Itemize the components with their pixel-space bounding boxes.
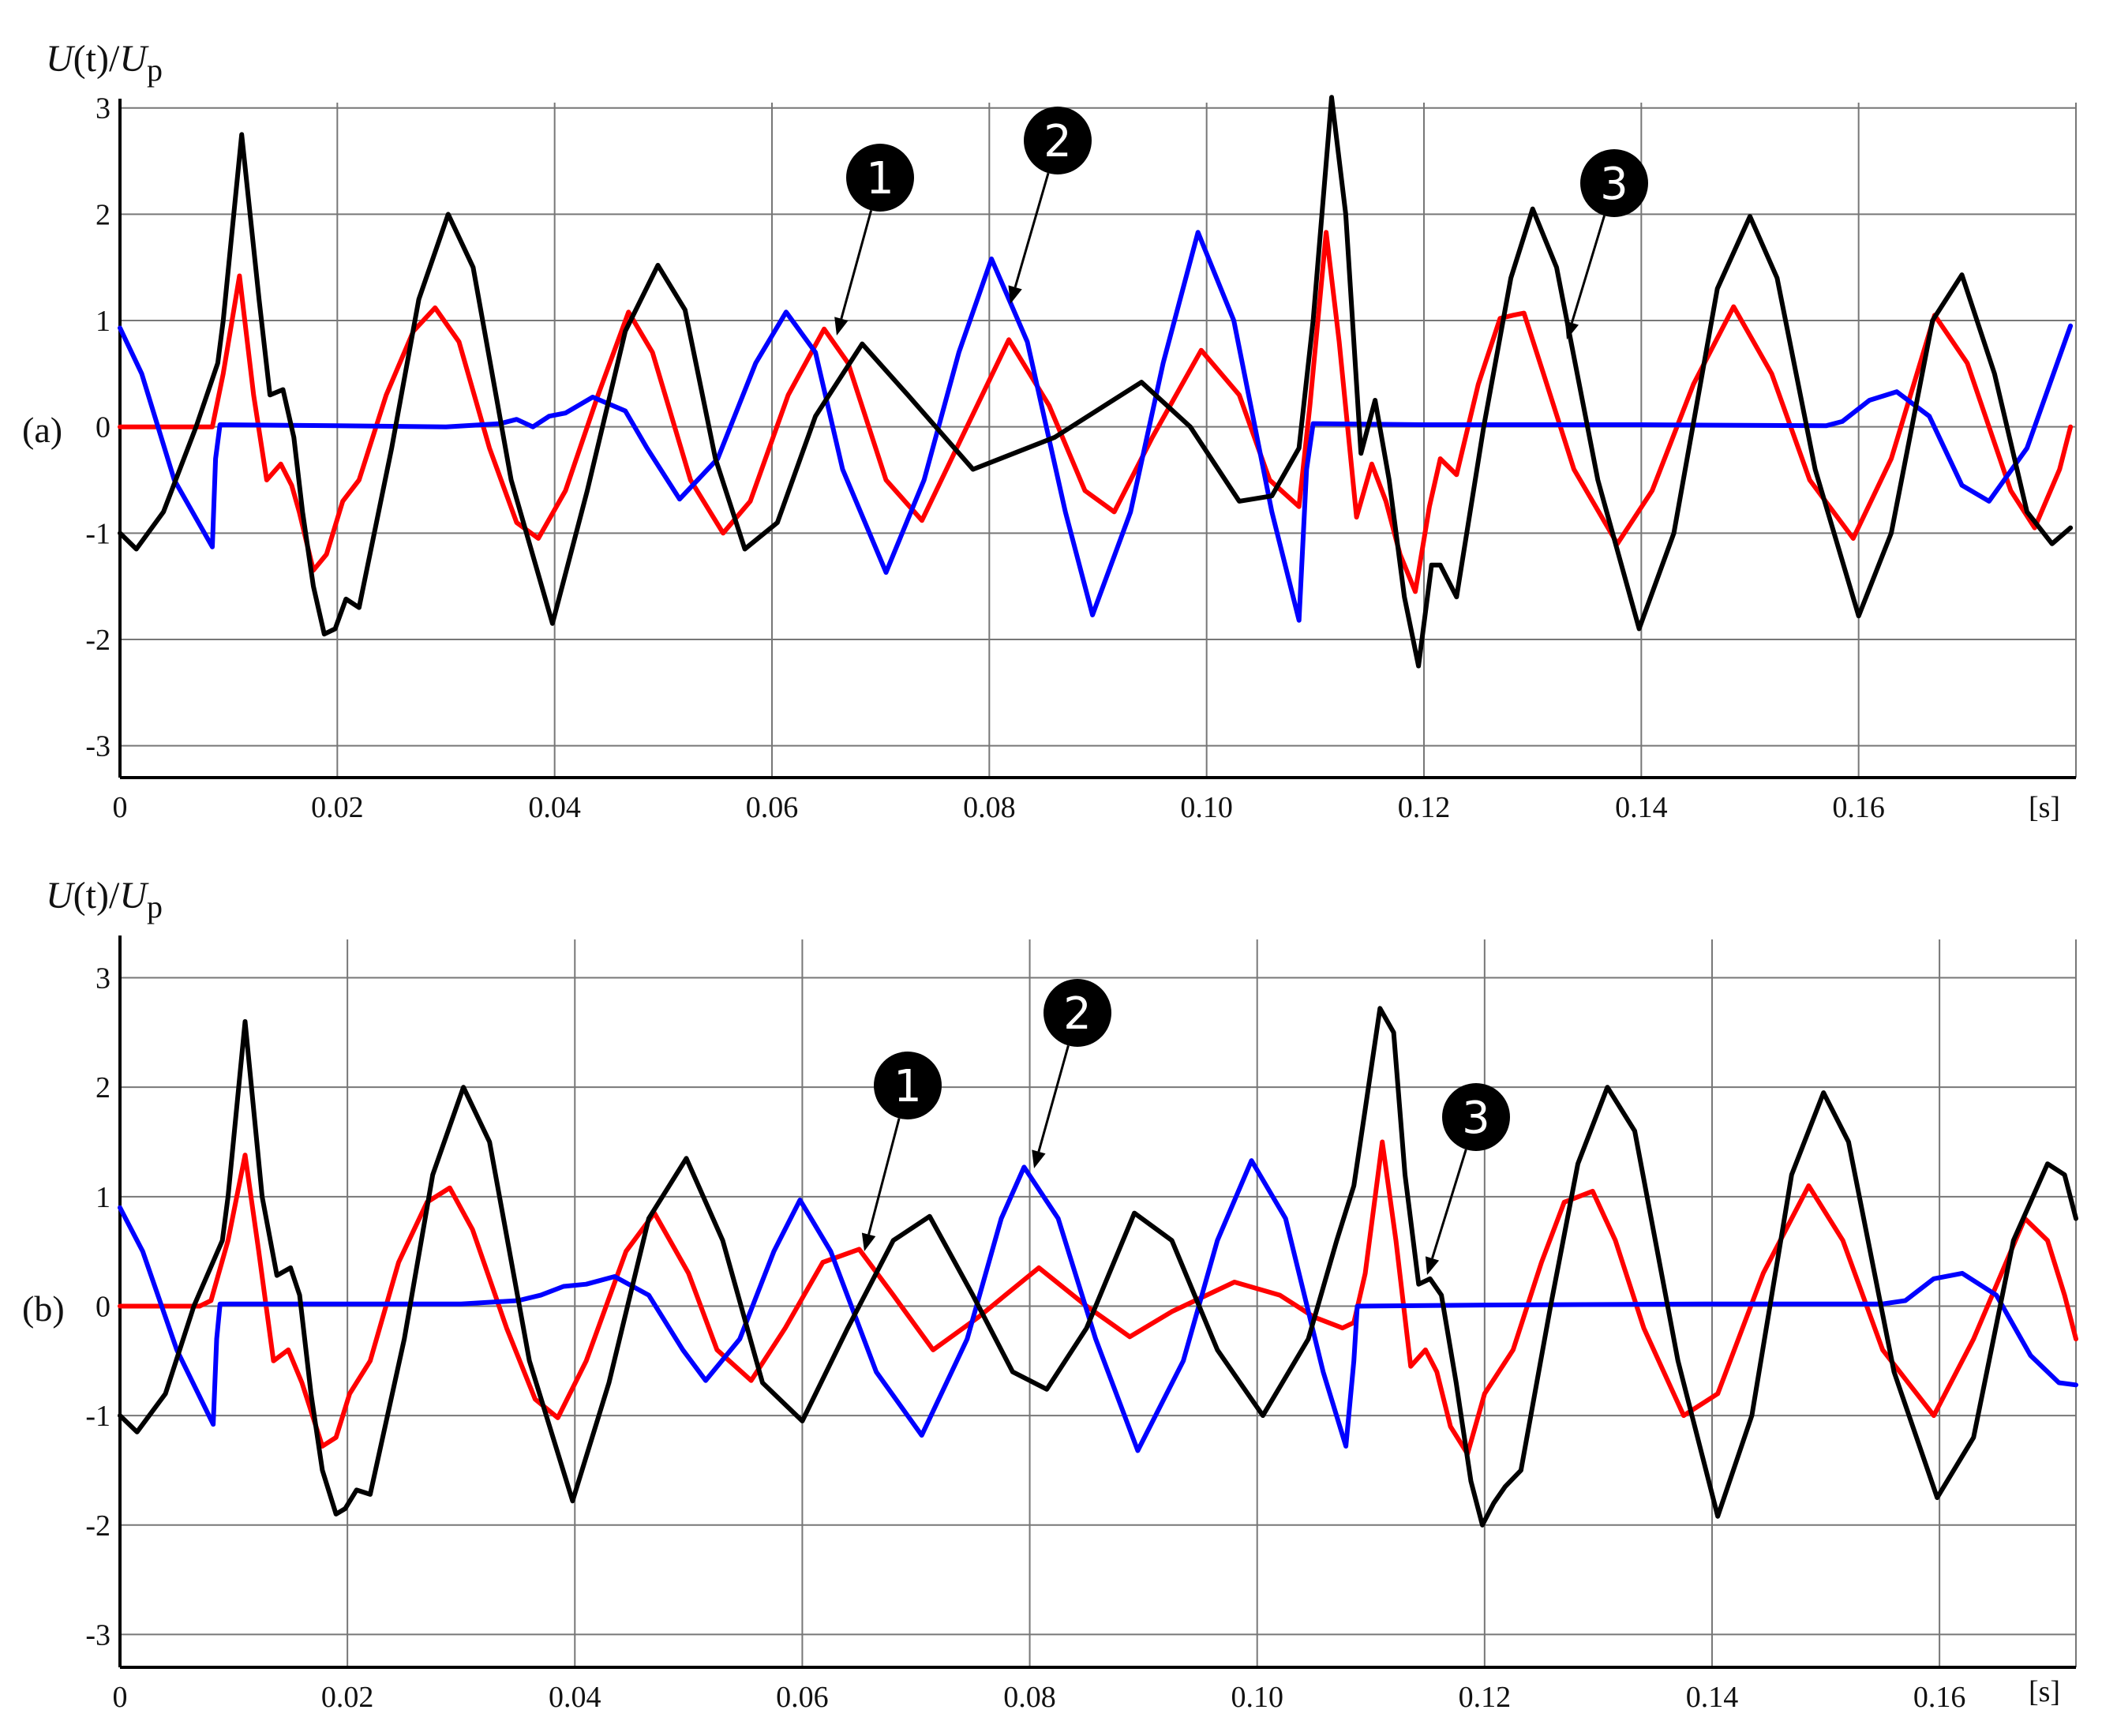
series-line-3: [118, 1006, 2078, 1528]
y-tick-label: 3: [96, 962, 111, 995]
x-tick-label: 0.02: [321, 1681, 374, 1714]
x-tick-label: 0: [113, 1681, 128, 1714]
arrow-head: [1008, 285, 1022, 304]
y-tick-label: 3: [96, 92, 111, 126]
marker-circle: [846, 144, 914, 212]
arrow-head: [861, 1232, 876, 1251]
series-marker-2: 2: [1032, 979, 1111, 1168]
marker-number: 3: [1462, 1093, 1490, 1144]
series-line-2: [118, 230, 2074, 623]
arrow-head: [1032, 1149, 1046, 1168]
arrow-head: [1564, 321, 1579, 339]
series-line-2: [118, 1158, 2078, 1453]
panel-b: 0 0.02 0.04 0.06 0.08 0.10 0.12 0.14 0.16 -3 -2 -1 0…: [22, 875, 2078, 1714]
x-tick-label: 0.10: [1231, 1681, 1283, 1714]
y-tick-label: -1: [85, 517, 111, 550]
marker-number: 2: [1063, 988, 1092, 1040]
x-tick-label: 0.02: [311, 791, 364, 824]
series-marker-1: 1: [834, 144, 914, 336]
x-tick-label: 0.16: [1913, 1681, 1966, 1714]
marker-number: 1: [894, 1061, 922, 1112]
leader-line: [840, 210, 873, 320]
marker-circle: [874, 1052, 942, 1119]
y-tick-label: -2: [85, 1509, 111, 1543]
marker-number: 1: [866, 153, 894, 204]
marker-number: 2: [1044, 116, 1072, 167]
panel-label: (b): [22, 1288, 65, 1329]
x-tick-label: 0.12: [1459, 1681, 1512, 1714]
y-axis-label: U(t)/Up: [46, 38, 163, 88]
marker-number: 3: [1600, 159, 1628, 210]
y-tick-label: 2: [96, 1071, 111, 1104]
y-tick-label: 0: [96, 1290, 111, 1323]
x-tick-label: 0.04: [549, 1681, 601, 1714]
leader-line: [1570, 215, 1606, 324]
leader-line: [1014, 172, 1050, 288]
panel-a: 0 0.02 0.04 0.06 0.08 0.10 0.12 0.14 0.16 -3 -2 -1 0…: [22, 38, 2077, 824]
panel-label: (a): [22, 410, 62, 450]
leader-line: [867, 1118, 901, 1235]
series-marker-1: 1: [861, 1052, 942, 1251]
y-tick-label: 1: [96, 1181, 111, 1214]
x-tick-label: 0.14: [1686, 1681, 1739, 1714]
series-line-3: [118, 95, 2074, 669]
arrow-head: [1425, 1256, 1440, 1275]
y-tick-label: 2: [96, 198, 111, 231]
y-tick-label: -3: [85, 730, 111, 763]
x-tick-label: 0.08: [1003, 1681, 1056, 1714]
x-tick-label: 0.08: [963, 791, 1016, 824]
y-tick-label: 1: [96, 305, 111, 338]
series-marker-3: 3: [1425, 1083, 1510, 1275]
x-tick-label: 0.10: [1180, 791, 1233, 824]
x-tick-label: 0.06: [746, 791, 799, 824]
y-axis-label: U(t)/Up: [46, 875, 163, 924]
x-tick-label: 0.12: [1398, 791, 1451, 824]
marker-circle: [1580, 149, 1648, 217]
marker-circle: [1044, 979, 1111, 1047]
marker-circle: [1024, 107, 1092, 174]
x-tick-label: 0: [113, 791, 128, 824]
x-tick-label: 0.16: [1832, 791, 1885, 824]
series-line-1: [118, 230, 2074, 594]
x-tick-label: 0.06: [776, 1681, 829, 1714]
arrow-head: [834, 317, 849, 336]
x-unit-label: [s]: [2029, 791, 2060, 824]
y-tick-label: -2: [85, 624, 111, 657]
series-line-1: [118, 1139, 2078, 1457]
x-unit-label: [s]: [2029, 1675, 2060, 1708]
series-marker-2: 2: [1008, 107, 1092, 304]
x-tick-label: 0.14: [1615, 791, 1668, 824]
series-marker-3: 3: [1564, 149, 1648, 339]
x-tick-label: 0.04: [528, 791, 581, 824]
leader-line: [1037, 1045, 1070, 1153]
leader-line: [1431, 1149, 1467, 1259]
marker-circle: [1442, 1083, 1510, 1151]
y-tick-label: 0: [96, 411, 111, 444]
y-tick-label: -3: [85, 1618, 111, 1652]
y-tick-label: -1: [85, 1400, 111, 1433]
